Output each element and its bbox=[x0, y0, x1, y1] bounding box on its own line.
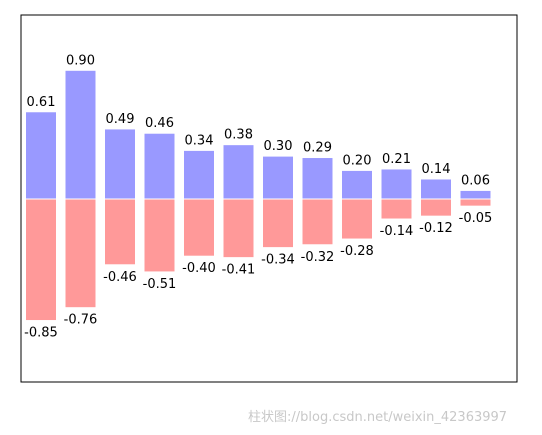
negative-bar bbox=[222, 198, 255, 259]
negative-data-label: -0.46 bbox=[103, 270, 137, 285]
positive-bar bbox=[459, 189, 492, 200]
positive-bar bbox=[341, 169, 373, 200]
positive-series-bars bbox=[25, 69, 492, 200]
negative-data-label: -0.41 bbox=[222, 263, 256, 278]
positive-data-label: 0.21 bbox=[382, 152, 411, 167]
positive-data-label: 0.20 bbox=[343, 153, 372, 168]
positive-data-label: 0.38 bbox=[224, 128, 253, 143]
positive-bar bbox=[262, 155, 294, 200]
watermark: 柱状图://blog.csdn.net/weixin_42363997 bbox=[248, 410, 508, 425]
positive-data-label: 0.29 bbox=[303, 141, 332, 156]
positive-bar bbox=[143, 132, 176, 200]
negative-bar bbox=[262, 198, 294, 249]
negative-bar bbox=[301, 198, 334, 246]
negative-bar bbox=[25, 198, 57, 322]
negative-series-labels: -0.85 -0.76 -0.46 -0.51 -0.40 -0.41 -0.34 -0.32… bbox=[24, 211, 492, 340]
negative-data-label: -0.85 bbox=[24, 326, 58, 341]
negative-data-label: -0.76 bbox=[64, 313, 98, 328]
positive-bar bbox=[380, 168, 413, 200]
negative-bar bbox=[104, 198, 136, 266]
negative-data-label: -0.32 bbox=[301, 250, 335, 265]
negative-bar bbox=[143, 198, 176, 273]
negative-bar bbox=[183, 198, 215, 257]
negative-data-label: -0.34 bbox=[261, 253, 295, 268]
positive-bar bbox=[420, 178, 452, 200]
positive-data-label: 0.90 bbox=[66, 53, 95, 68]
negative-data-label: -0.12 bbox=[419, 221, 453, 236]
negative-series-bars bbox=[25, 198, 492, 322]
positive-bar bbox=[301, 157, 334, 200]
positive-data-label: 0.30 bbox=[264, 139, 293, 154]
positive-data-label: 0.61 bbox=[27, 95, 56, 110]
negative-data-label: -0.40 bbox=[182, 261, 216, 276]
positive-bar bbox=[64, 69, 97, 200]
positive-series-labels: 0.61 0.90 0.49 0.46 0.34 0.38 0.30 0.29 0.20 0.21… bbox=[27, 53, 490, 188]
positive-bar bbox=[25, 111, 57, 200]
negative-data-label: -0.14 bbox=[380, 224, 414, 239]
positive-data-label: 0.49 bbox=[106, 112, 135, 127]
negative-data-label: -0.05 bbox=[459, 211, 493, 226]
negative-bar bbox=[64, 198, 97, 309]
positive-data-label: 0.34 bbox=[185, 133, 214, 148]
negative-bar bbox=[420, 198, 452, 217]
negative-bar bbox=[459, 198, 492, 207]
positive-bar bbox=[183, 149, 215, 200]
positive-bar bbox=[104, 128, 136, 200]
negative-bar bbox=[341, 198, 373, 240]
positive-data-label: 0.14 bbox=[422, 162, 451, 177]
positive-bar bbox=[222, 144, 255, 200]
negative-data-label: -0.51 bbox=[143, 277, 177, 292]
positive-data-label: 0.06 bbox=[461, 173, 490, 188]
negative-data-label: -0.28 bbox=[340, 244, 374, 259]
positive-data-label: 0.46 bbox=[145, 116, 174, 131]
negative-bar bbox=[380, 198, 413, 220]
